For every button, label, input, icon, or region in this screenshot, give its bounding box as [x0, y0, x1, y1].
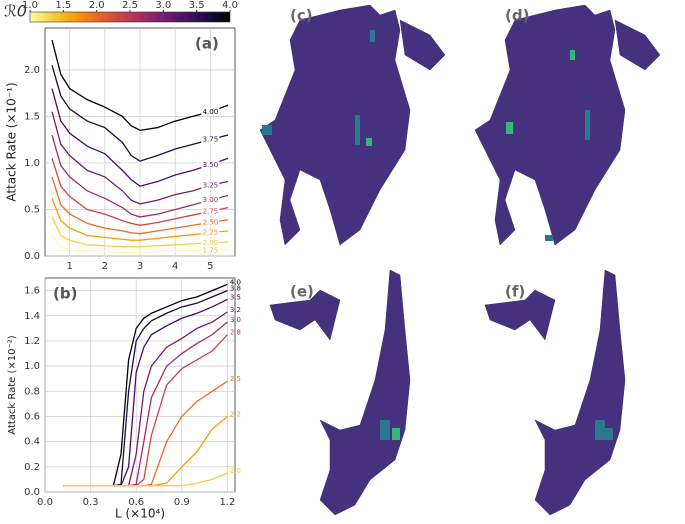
x-axis-label: L (×10⁴)	[115, 507, 165, 521]
line-label: 2.8	[230, 329, 241, 337]
line-label: 3.25	[203, 181, 219, 189]
x-tick-label: 0.6	[128, 497, 144, 508]
y-tick-label: 1.5	[24, 111, 40, 122]
y-tick-label: 0.0	[24, 487, 40, 498]
y-tick-label: 0.0	[24, 251, 40, 262]
line-label: 3.5	[230, 293, 241, 301]
map: (f)	[484, 269, 626, 516]
line	[51, 111, 229, 205]
label-bg	[201, 196, 220, 205]
y-tick-label: 1.0	[24, 361, 40, 372]
map-label: (e)	[290, 283, 314, 301]
colorbar	[29, 11, 231, 23]
y-tick-label: 0.4	[24, 437, 40, 448]
x-tick-label: 4	[172, 261, 178, 272]
colorbar-tick-label: 1.0	[22, 0, 38, 11]
map-label: (d)	[505, 7, 529, 25]
line-label: 2.50	[203, 218, 219, 226]
line	[51, 235, 228, 253]
label-bg	[201, 135, 220, 144]
label-bg	[201, 207, 220, 216]
y-tick-label: 0.5	[24, 204, 40, 215]
plot-area	[44, 277, 236, 493]
line	[51, 88, 229, 187]
y-tick-label: 0.8	[24, 386, 40, 397]
line	[51, 198, 229, 241]
line-label: 4.0	[230, 278, 241, 286]
line-label: 1.75	[203, 246, 219, 254]
x-tick-label: 0.0	[37, 497, 53, 508]
line-label: 3.2	[230, 306, 241, 314]
map-label: (c)	[290, 7, 313, 25]
line-label: 3.0	[230, 316, 241, 324]
line-label: 2.0	[230, 467, 241, 475]
line-label: 2.25	[203, 229, 219, 237]
line-label: 4.00	[203, 108, 219, 116]
line	[51, 176, 229, 235]
x-tick-label: 0.9	[174, 497, 190, 508]
y-tick-label: 0.2	[24, 462, 40, 473]
panel-label: (a)	[195, 35, 219, 53]
x-tick-label: 5	[207, 261, 213, 272]
y-tick-label: 1.6	[24, 286, 40, 297]
line-label: 3.8	[230, 285, 241, 293]
y-tick-label: 1.2	[24, 336, 40, 347]
label-bg	[201, 238, 220, 247]
label-bg	[201, 218, 220, 227]
map: (c)	[259, 4, 446, 246]
line	[51, 216, 228, 248]
label-bg	[201, 160, 220, 169]
label-bg	[201, 181, 220, 190]
map: (d)	[474, 4, 661, 246]
line-label: 3.50	[203, 161, 219, 169]
colorbar-tick-label: 4.0	[222, 0, 238, 11]
panel-label: (b)	[53, 285, 77, 303]
label-bg	[201, 228, 220, 237]
line-label: 2.75	[203, 207, 219, 215]
line-label: 2.00	[203, 239, 219, 247]
x-tick-label: 0.3	[83, 497, 99, 508]
line-label: 2.5	[230, 375, 241, 383]
line	[63, 472, 228, 487]
y-axis-label: Attack Rate (×10⁻²)	[7, 335, 18, 435]
colorbar-tick-label: 2.5	[122, 0, 138, 11]
y-tick-label: 1.0	[24, 158, 40, 169]
colorbar-tick-label: 3.0	[155, 0, 171, 11]
line	[51, 65, 229, 162]
line-label: 3.00	[203, 196, 219, 204]
x-tick-label: 1	[66, 261, 72, 272]
line-label: 3.75	[203, 136, 219, 144]
x-tick-label: 2	[102, 261, 108, 272]
map: (e)	[269, 269, 411, 516]
line	[51, 134, 229, 218]
y-tick-label: 2.0	[24, 65, 40, 76]
y-tick-label: 1.4	[24, 311, 40, 322]
colorbar-tick-label: 1.5	[55, 0, 71, 11]
label-bg	[201, 107, 220, 116]
line	[51, 39, 229, 132]
x-tick-label: 3	[137, 261, 143, 272]
line	[51, 158, 229, 226]
y-tick-label: 0.6	[24, 411, 40, 422]
colorbar-tick-label: 3.5	[189, 0, 205, 11]
line-label: 2.2	[230, 410, 241, 418]
map-label: (f)	[505, 283, 525, 301]
y-axis-label: Attack Rate (×10⁻¹)	[5, 82, 19, 201]
label-bg	[201, 246, 220, 255]
colorbar-tick-label: 2.0	[89, 0, 105, 11]
colorbar-label: ℛ0	[4, 2, 27, 21]
x-tick-label: 1.2	[219, 497, 235, 508]
